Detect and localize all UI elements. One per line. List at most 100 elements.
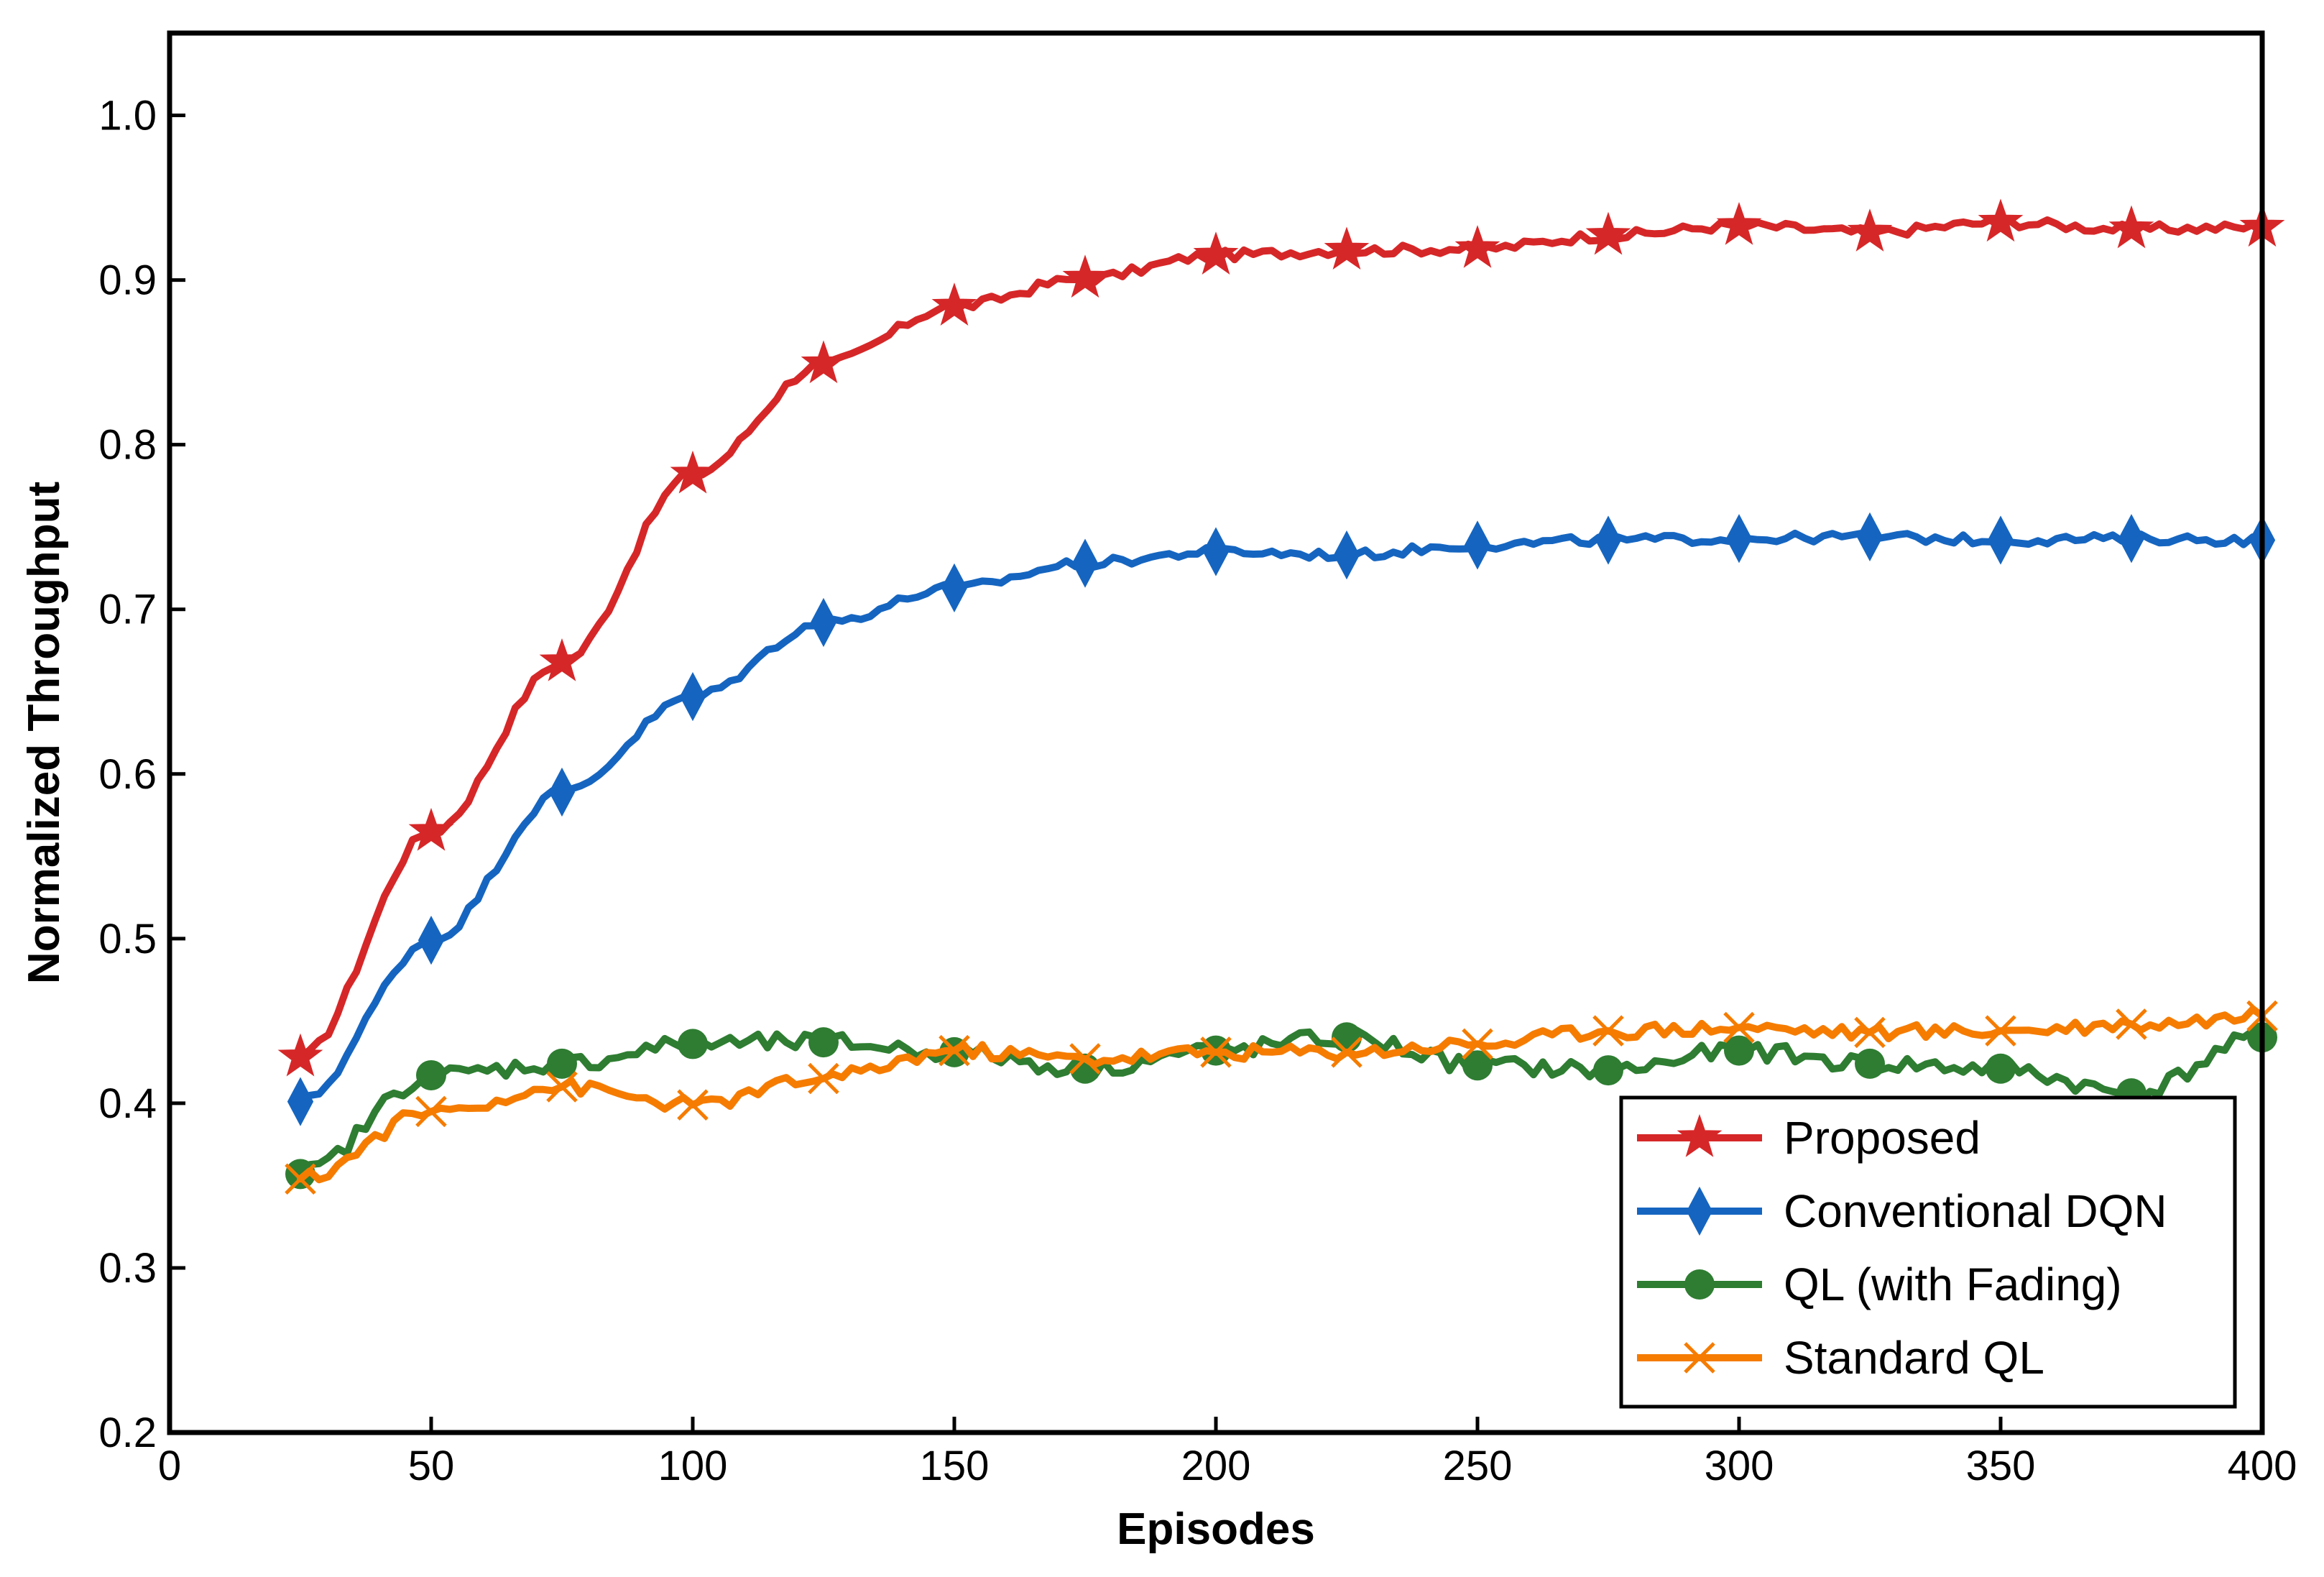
data-point: [548, 767, 576, 817]
x-marker-stroke: [808, 1062, 839, 1095]
data-point: [808, 1027, 839, 1058]
x-tick-label: 100: [658, 1443, 728, 1489]
x-marker-stroke: [1985, 1015, 2016, 1047]
x-marker-stroke: [2116, 1008, 2147, 1040]
x-marker-stroke: [546, 1071, 578, 1103]
data-point: [941, 563, 968, 613]
x-marker-stroke: [1200, 1036, 1232, 1068]
y-tick-label: 0.8: [98, 422, 157, 469]
data-point: [415, 1095, 447, 1128]
data-point: [1332, 1022, 1362, 1053]
data-point: [1723, 1011, 1755, 1044]
data-point: [1847, 208, 1893, 252]
data-point: [1987, 515, 2014, 565]
data-point: [408, 807, 454, 851]
series-layer: [277, 198, 2285, 1195]
x-marker-stroke: [1331, 1036, 1362, 1068]
data-point: [1193, 231, 1239, 275]
legend-marker: [1684, 1342, 1715, 1374]
data-point: [1585, 211, 1631, 255]
y-axis-label: Normalized Throughput: [19, 482, 69, 984]
y-tick-label: 1.0: [98, 93, 157, 139]
legend-marker: [1684, 1269, 1715, 1300]
y-tick-label: 0.4: [98, 1080, 157, 1127]
legend-marker: [1677, 1113, 1723, 1157]
data-point: [679, 671, 706, 722]
legend-entry: QL (with Fading): [1637, 1259, 2122, 1310]
y-axis-ticks: 0.2 0.3 0.4 0.5 0.6 0.7 0.8 0.9 1.0: [98, 93, 185, 1456]
data-point: [1464, 520, 1491, 570]
data-point: [678, 1029, 708, 1059]
data-point: [1978, 198, 2024, 242]
y-tick-label: 0.5: [98, 916, 157, 962]
y-tick-label: 0.6: [98, 751, 157, 798]
series-line: [297, 1005, 2266, 1184]
x-tick-label: 300: [1705, 1443, 1774, 1489]
data-point: [1200, 1036, 1232, 1068]
data-point: [810, 597, 837, 648]
series-line: [297, 529, 2266, 1105]
data-point: [277, 1033, 323, 1077]
x-marker-stroke: [1069, 1043, 1101, 1075]
x-tick-label: 400: [2228, 1443, 2297, 1489]
legend-label: Conventional DQN: [1784, 1185, 2167, 1237]
data-point: [931, 282, 977, 326]
data-point: [418, 915, 445, 965]
legend-entry: Proposed: [1637, 1112, 1981, 1164]
y-tick-label: 0.2: [98, 1410, 157, 1456]
x-axis-ticks: 0 50 100 150 200 250 300 350 400: [158, 1417, 2297, 1489]
x-marker-stroke: [1592, 1015, 1624, 1047]
data-point: [547, 1048, 577, 1079]
y-tick-label: 0.9: [98, 257, 157, 304]
x-marker-stroke: [1854, 1016, 1886, 1049]
data-point: [808, 1062, 839, 1095]
data-point: [1724, 1035, 1754, 1066]
x-tick-label: 50: [408, 1443, 455, 1489]
data-point: [1855, 1048, 1885, 1079]
legend-label: Proposed: [1784, 1112, 1981, 1164]
data-point: [1725, 514, 1753, 564]
data-point: [1462, 1028, 1493, 1060]
data-point: [539, 638, 585, 681]
x-marker-stroke: [1462, 1028, 1493, 1060]
data-point: [670, 450, 716, 494]
data-point: [1324, 226, 1370, 270]
data-point: [1716, 201, 1762, 245]
data-point: [1856, 512, 1883, 562]
legend-label: QL (with Fading): [1784, 1259, 2122, 1310]
data-point: [1202, 527, 1230, 576]
data-point: [285, 1163, 316, 1195]
data-point: [1595, 515, 1622, 565]
legend-label: Standard QL: [1784, 1332, 2044, 1384]
data-point: [1985, 1015, 2016, 1047]
data-point: [1331, 1036, 1362, 1068]
x-tick-label: 0: [158, 1443, 181, 1489]
data-point: [287, 1077, 314, 1126]
data-point: [1333, 530, 1360, 580]
data-point: [416, 1059, 446, 1090]
data-point: [1454, 225, 1500, 268]
data-point: [939, 1034, 970, 1067]
series-ql-with-fading: [285, 1022, 2277, 1190]
data-point: [546, 1071, 578, 1103]
data-point: [801, 340, 847, 384]
data-point: [1062, 254, 1108, 298]
data-point: [1986, 1053, 2016, 1084]
legend-entry: Conventional DQN: [1637, 1185, 2167, 1237]
data-point: [1592, 1015, 1624, 1047]
series-line: [297, 1026, 2266, 1178]
data-point: [1462, 1050, 1493, 1081]
x-marker-stroke: [939, 1034, 970, 1067]
x-tick-label: 250: [1443, 1443, 1513, 1489]
data-point: [1069, 1043, 1101, 1075]
data-point: [677, 1089, 709, 1121]
series-standard-ql: [285, 1000, 2278, 1195]
data-point: [2116, 1008, 2147, 1040]
x-tick-label: 350: [1966, 1443, 2036, 1489]
x-marker-stroke: [1684, 1342, 1715, 1374]
x-marker-stroke: [1723, 1011, 1755, 1044]
data-point: [1071, 538, 1099, 588]
y-tick-label: 0.7: [98, 587, 157, 633]
x-marker-stroke: [415, 1095, 447, 1128]
